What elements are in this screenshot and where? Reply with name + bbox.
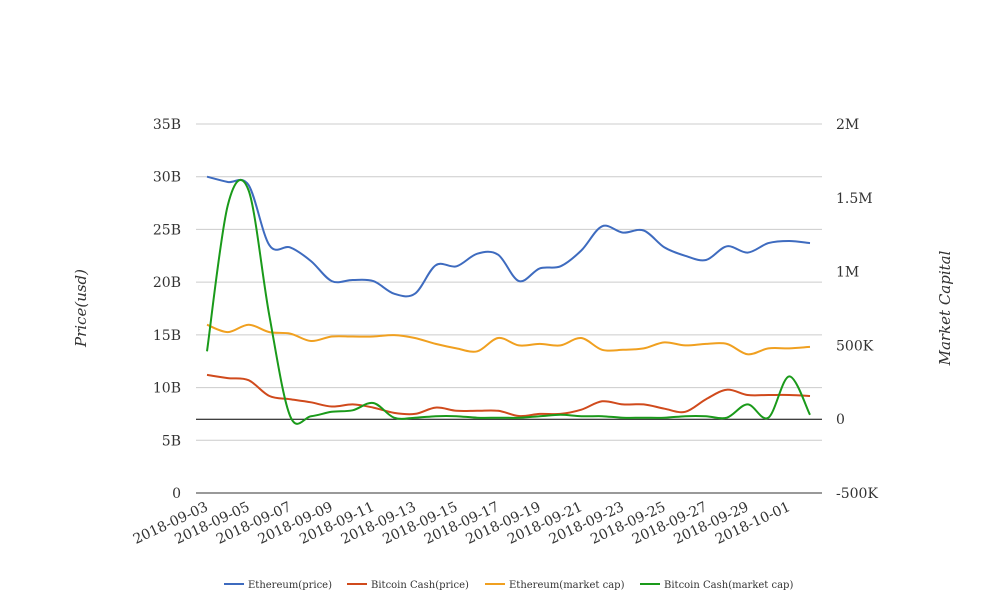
left-y-axis-ticks: 0 5B 10B 15B 20B 25B 30B 35B <box>153 117 181 502</box>
left-y-tick-label: 25B <box>153 222 181 238</box>
right-y-tick-label: 1.5M <box>836 191 873 207</box>
series-lines <box>206 175 811 425</box>
gridlines <box>196 123 822 494</box>
right-y-tick-label: 500K <box>836 338 874 354</box>
left-y-tick-label: 5B <box>162 433 181 449</box>
right-y-tick-label: 2M <box>836 117 859 133</box>
legend-label: Ethereum(market cap) <box>509 580 625 591</box>
right-y-tick-label: 0 <box>836 412 845 428</box>
right-y-axis-ticks: -500K 0 500K 1M 1.5M 2M <box>836 117 878 502</box>
x-axis-ticks: 2018-09-032018-09-052018-09-072018-09-09… <box>131 499 793 548</box>
left-y-tick-label: 15B <box>153 328 181 344</box>
series-line-2 <box>206 323 811 356</box>
left-y-tick-label: 20B <box>153 275 181 291</box>
left-y-tick-label: 0 <box>172 486 181 502</box>
left-y-axis-title: Price(usd) <box>72 269 90 348</box>
left-y-tick-label: 10B <box>153 381 181 397</box>
right-y-tick-label: 1M <box>836 265 859 281</box>
legend-label: Bitcoin Cash(price) <box>371 580 469 591</box>
series-line-3 <box>206 178 811 425</box>
right-y-axis-title: Market Capital <box>936 250 954 366</box>
left-y-tick-label: 30B <box>153 170 181 186</box>
series-line-0 <box>206 175 811 298</box>
series-line-1 <box>206 373 811 418</box>
legend-label: Ethereum(price) <box>248 580 332 591</box>
legend: Ethereum(price) Bitcoin Cash(price) Ethere… <box>224 580 793 591</box>
right-y-tick-label: -500K <box>836 486 878 502</box>
legend-label: Bitcoin Cash(market cap) <box>664 580 793 591</box>
left-y-tick-label: 35B <box>153 117 181 133</box>
